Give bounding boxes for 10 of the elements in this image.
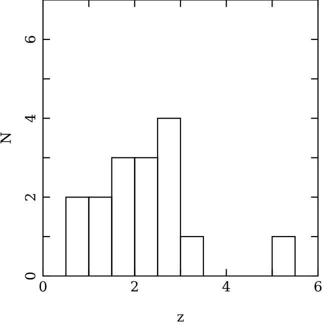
x-axis-title: z — [177, 314, 184, 322]
y-tick-label: 6 — [24, 36, 36, 43]
x-tick-label: 4 — [222, 281, 230, 292]
x-tick-label: 2 — [131, 281, 138, 292]
x-tick-label: 0 — [39, 281, 46, 292]
y-axis-title: N — [0, 132, 11, 144]
y-tick-label: 4 — [24, 114, 36, 122]
y-tick-label: 0 — [24, 272, 36, 280]
x-tick-label: 6 — [314, 281, 322, 292]
y-tick-label: 2 — [24, 194, 36, 201]
